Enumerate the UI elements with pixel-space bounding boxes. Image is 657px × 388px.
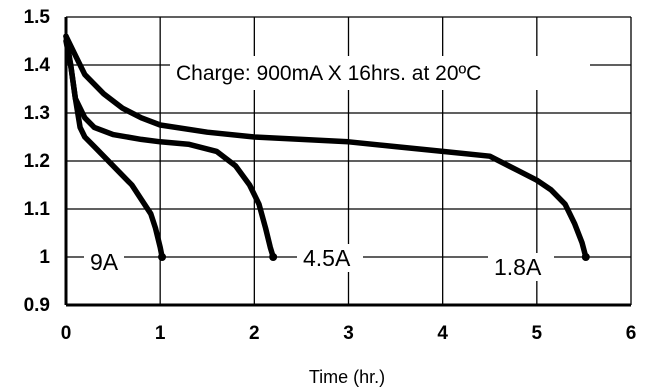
x-axis-label: Time (hr.) [309,367,385,387]
y-tick-label: 1.1 [24,199,51,220]
y-tick-label: 1.4 [24,55,51,76]
series-end-point-2 [269,253,278,261]
series-end-point-3 [581,253,590,261]
series-line-2 [63,33,276,260]
x-tick-label: 1 [155,323,166,344]
annotation-text: Charge: 900mA X 16hrs. at 20ºC [176,62,481,85]
series-label-background-3 [488,253,554,281]
y-tick-label: 1.2 [24,151,50,172]
x-tick-labels: 0 1 2 3 4 5 6 [61,323,637,344]
y-tick-label: 0.9 [24,295,50,316]
y-tick-labels: 1.5 1.4 1.3 1.2 1.1 1 0.9 [24,7,51,316]
y-tick-label: 1.5 [24,7,51,28]
series-label-3: 1.8A [494,254,542,280]
x-tick-label: 6 [626,323,637,344]
series-label-1: 9A [90,249,119,275]
y-tick-label: 1 [39,247,50,268]
y-tick-label: 1.3 [24,103,50,124]
plot-frame [64,17,631,307]
series-line-3 [63,33,589,260]
series-end-point-1 [158,253,167,261]
x-tick-label: 0 [61,323,72,344]
series-lines [63,33,590,261]
x-tick-label: 3 [343,323,354,344]
x-tick-label: 5 [532,323,543,344]
x-tick-label: 2 [249,323,260,344]
series-label-background-1 [84,248,124,276]
series-label-2: 4.5A [303,245,351,271]
x-tick-label: 4 [437,323,448,344]
annotation-background [170,56,590,90]
series-line-1 [63,38,165,260]
series-labels: 9A 4.5A 1.8A [84,244,554,281]
series-label-background-2 [297,244,363,272]
